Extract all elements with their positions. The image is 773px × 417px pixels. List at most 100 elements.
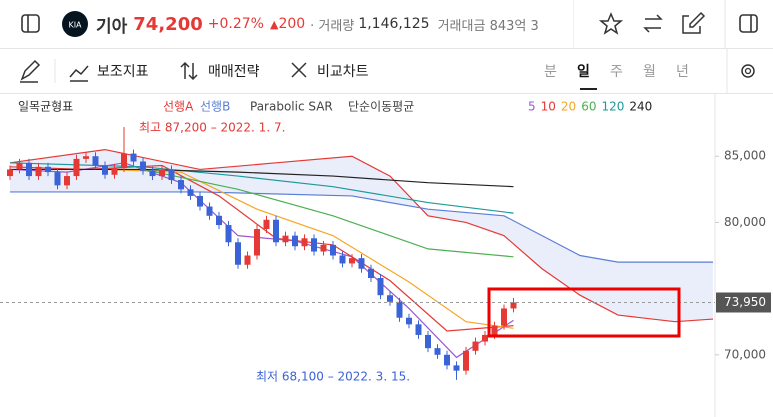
candle-body (111, 168, 118, 175)
candle-body (102, 165, 108, 175)
legend-sar: Parabolic SAR (250, 100, 333, 114)
volume: 1,146,125 (358, 16, 430, 32)
tool[interactable]: 매매전략 (208, 64, 260, 80)
tool[interactable]: 비교차트 (317, 64, 369, 80)
candle-body (235, 242, 241, 265)
candle-body (45, 166, 51, 173)
draw-icon[interactable] (20, 59, 41, 83)
candle-body (263, 219, 270, 230)
candle-body (73, 158, 80, 177)
candle-body (349, 258, 355, 264)
candle-body (7, 169, 13, 177)
legend-ma-period: 5 (528, 100, 536, 114)
up-arrow: ▲ (269, 17, 279, 31)
candle-body (415, 324, 422, 335)
candle-body (244, 255, 251, 265)
legend-span-b: 선행B (200, 99, 230, 114)
candle-body (320, 244, 327, 252)
swap-icon[interactable] (643, 14, 663, 33)
period-tab[interactable]: 년 (676, 64, 689, 80)
candle-body (35, 166, 42, 177)
current-price-box (716, 292, 771, 313)
candle-body (406, 317, 412, 325)
candle-body (482, 334, 488, 342)
candle-body (377, 278, 384, 296)
candle-body (434, 348, 441, 355)
candle-body (425, 334, 431, 349)
highlight-box (487, 287, 681, 338)
price: 74,200 (133, 13, 203, 35)
panel-icon[interactable] (739, 14, 758, 33)
legend-ma-period: 240 (629, 100, 652, 114)
header-icons (573, 0, 758, 48)
candle-body (301, 238, 308, 247)
legend-ma-period: 20 (561, 100, 576, 114)
period-tab[interactable]: 일 (577, 64, 590, 80)
candle-body (463, 350, 469, 371)
legend-ma-period: 10 (541, 100, 556, 114)
candle-body (472, 341, 479, 351)
low-annotation: 최저 68,100 – 2022. 3. 15. (256, 370, 410, 384)
candle-body (282, 235, 289, 243)
candle-body (330, 244, 336, 256)
volume-label: · 거래량 (310, 18, 355, 34)
candle-body (273, 219, 279, 243)
candle-body (187, 189, 194, 196)
y-tick-label: 80,000 (724, 215, 766, 229)
candle-body (444, 354, 450, 366)
svg-text:KIA: KIA (68, 21, 82, 30)
candle-body (178, 180, 184, 190)
header: KIA 기아 74,200 +0.27% ▲ 200 · 거래량 1,146,1… (0, 0, 773, 49)
candle-body (501, 308, 507, 326)
ma-line (9, 162, 514, 214)
toolbar: 보조지표 매매전략 비교차트 분 일 주 월 년 (0, 49, 773, 94)
span-line (9, 148, 714, 323)
span-line (10, 191, 713, 263)
candle-body (83, 156, 89, 159)
candle-body (358, 258, 365, 269)
candle-body (491, 325, 498, 335)
candle-body (159, 169, 165, 177)
legend-ma: 단순이동평균 (348, 100, 414, 114)
candle-body (368, 268, 374, 279)
settings-icon[interactable] (741, 64, 755, 78)
change: 200 (278, 16, 306, 32)
tool[interactable]: 보조지표 (97, 64, 149, 80)
amount: 거래대금 843억 3 (437, 18, 539, 34)
candle-body (197, 195, 203, 207)
ma-line (10, 168, 514, 188)
ma-line (104, 168, 514, 329)
candle-body (292, 235, 298, 247)
legend-span-a: 선행A (163, 99, 194, 114)
star-icon[interactable] (598, 12, 624, 35)
high-annotation: 최고 87,200 – 2022. 1. 7. (139, 121, 285, 135)
candle-body (121, 153, 127, 169)
candle-body (16, 162, 23, 170)
candle-body (453, 365, 460, 371)
current-price-label: 73,950 (724, 295, 766, 309)
candle-body (64, 176, 70, 186)
toolbar-icons (20, 49, 755, 93)
period-tab[interactable]: 분 (544, 64, 557, 80)
legend-ma-period: 120 (601, 100, 624, 114)
y-tick-label: 85,000 (724, 149, 766, 163)
candle-body (311, 238, 317, 252)
candle-body (225, 225, 232, 243)
legend-ichimoku: 일목균형표 (18, 100, 73, 114)
candle-body (254, 229, 260, 256)
ma-line (142, 168, 514, 258)
candle-body (339, 255, 346, 264)
candle-body (140, 161, 146, 171)
candle-body (54, 172, 61, 186)
period-tab[interactable]: 월 (643, 64, 656, 80)
edit-icon[interactable] (682, 11, 706, 34)
candle-body (510, 302, 517, 309)
period-tab[interactable]: 주 (610, 64, 623, 80)
sidebar-icon[interactable] (0, 0, 60, 48)
stock-name: 기아 (96, 16, 128, 37)
candle-body (206, 206, 213, 216)
candle-body (216, 215, 222, 226)
change-pct: +0.27% (207, 16, 264, 32)
y-tick-label: 70,000 (724, 347, 766, 361)
candle-body (130, 153, 137, 162)
